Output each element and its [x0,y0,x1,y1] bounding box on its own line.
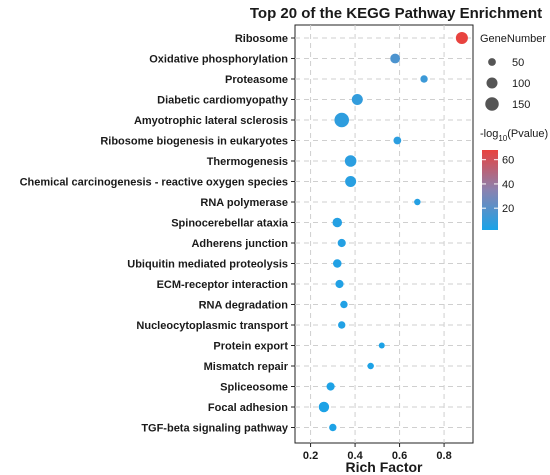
colorbar [482,150,498,230]
y-tick-label: Adherens junction [191,238,288,250]
data-point [326,382,335,391]
data-point [390,53,401,64]
x-tick-label: 0.6 [392,450,407,462]
data-point [329,423,337,432]
color-legend-title-suffix: (Pvalue) [507,128,548,140]
y-tick-label: Ribosome [235,33,288,45]
data-point [378,342,385,349]
color-legend-title-sub: 10 [498,134,507,143]
data-point [318,401,330,413]
colorbar-tick-label: 20 [502,203,514,215]
data-point [340,300,348,309]
y-tick-label: Spinocerebellar ataxia [171,218,289,230]
y-tick-label: Protein export [213,341,288,353]
x-tick-label: 0.8 [436,450,451,462]
size-legend-label: 50 [512,57,524,69]
size-legend-marker [488,58,496,66]
y-tick-label: Oxidative phosphorylation [149,54,288,66]
data-point [337,238,346,248]
y-tick-label: RNA degradation [199,300,289,312]
data-point [414,198,421,206]
size-legend: GeneNumber 50 100 150 [480,33,546,111]
y-tick-label: Focal adhesion [208,402,288,414]
chart-title: Top 20 of the KEGG Pathway Enrichment [250,5,542,22]
x-axis-label: Rich Factor [345,459,423,475]
color-legend-title-prefix: -log [480,128,498,140]
size-legend-marker [486,77,498,89]
colorbar-tick-label: 60 [502,155,514,167]
colorbar-ticks: 20 40 60 [482,155,514,215]
data-point [367,362,374,370]
data-point [455,31,468,45]
y-tick-label: Nucleocytoplasmic transport [136,320,288,332]
x-tick-label: 0.2 [303,450,318,462]
size-legend-label: 150 [512,99,530,111]
y-tick-label: ECM-receptor interaction [157,279,289,291]
grid [295,25,473,443]
y-tick-label: Mismatch repair [204,361,289,373]
data-points [318,31,468,432]
y-tick-label: Ribosome biogenesis in eukaryotes [100,136,288,148]
y-tick-label: Proteasome [225,74,288,86]
data-point [334,112,350,128]
data-point [345,176,357,187]
size-legend-marker [485,97,499,111]
y-tick-label: Thermogenesis [207,156,288,168]
y-tick-label: Chemical carcinogenesis - reactive oxyge… [20,177,288,189]
color-legend: -log10(Pvalue) 20 40 60 [480,128,548,230]
y-axis-labels: Ribosome Oxidative phosphorylation Proteas… [20,33,289,435]
y-tick-label: Spliceosome [220,382,288,394]
data-point [338,321,346,329]
y-tick-label: RNA polymerase [200,197,288,209]
y-tick-label: Diabetic cardiomyopathy [157,95,289,107]
size-legend-items: 50 100 150 [485,57,530,111]
data-point [332,217,343,228]
x-axis-ticks [310,443,445,447]
data-point [344,155,357,167]
x-tick-label: 0.4 [347,450,363,462]
color-legend-title: -log10(Pvalue) [480,128,548,143]
plot-area [294,24,474,444]
data-point [420,75,428,83]
y-tick-label: TGF-beta signaling pathway [141,423,289,435]
colorbar-tick-label: 40 [502,179,514,191]
y-axis-ticks [291,37,295,428]
x-axis-tick-labels: 0.2 0.4 0.6 0.8 [303,450,452,462]
data-point [335,279,344,289]
size-legend-title: GeneNumber [480,33,546,45]
size-legend-label: 100 [512,78,530,90]
y-tick-label: Ubiquitin mediated proteolysis [127,259,288,271]
data-point [393,136,402,145]
data-point [351,94,363,105]
y-tick-label: Amyotrophic lateral sclerosis [134,115,288,127]
data-point [333,259,342,268]
